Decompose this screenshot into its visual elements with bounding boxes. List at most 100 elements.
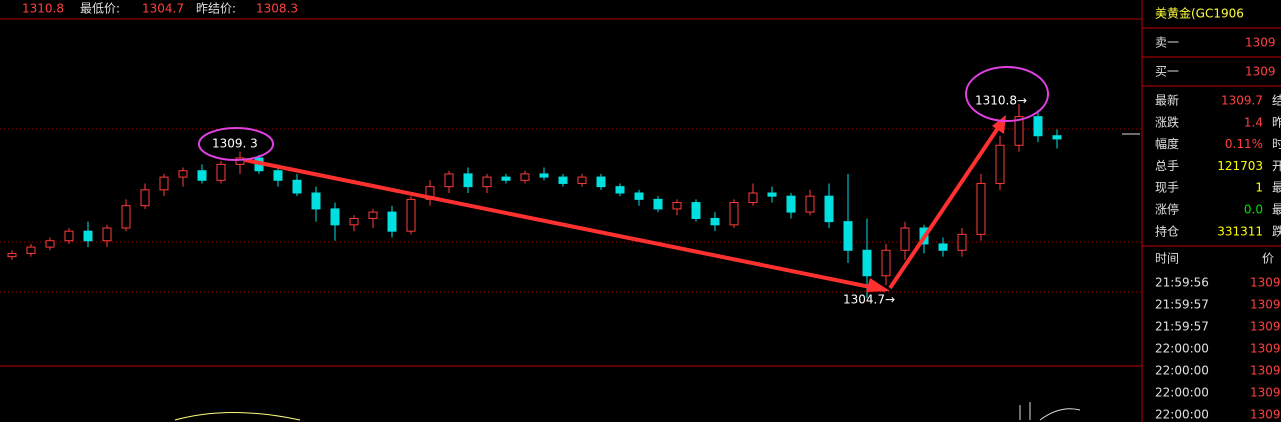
candle-body	[83, 230, 93, 242]
stat-side: 昨	[1272, 115, 1281, 129]
candle-body	[881, 249, 891, 277]
candle-body	[558, 176, 568, 184]
candle-body	[349, 217, 359, 226]
low-value: 1304.7	[142, 2, 184, 16]
candle-body	[577, 176, 587, 184]
candle-body	[45, 240, 55, 248]
tick-price: 1309	[1250, 276, 1281, 290]
candle-body	[501, 176, 511, 181]
candle-body	[862, 249, 872, 277]
candle-body	[311, 192, 321, 210]
highlight-ellipse	[198, 127, 274, 161]
stat-side: 时	[1272, 137, 1281, 151]
stat-label: 最新	[1155, 93, 1179, 108]
annotation: 1309. 3	[212, 137, 258, 151]
tick-time: 22:00:00	[1155, 364, 1209, 378]
candle-body	[957, 233, 967, 251]
tick-price: 1309	[1250, 364, 1281, 378]
candle-body	[7, 252, 17, 258]
candle-body	[767, 192, 777, 197]
candle-body	[26, 246, 36, 254]
tick-time: 21:59:57	[1155, 298, 1209, 312]
bid-label: 买一	[1155, 65, 1179, 79]
candle-body	[824, 195, 834, 223]
candle-body	[159, 176, 169, 191]
stat-label: 持仓	[1155, 223, 1179, 238]
stat-value: 1	[1255, 181, 1263, 195]
tick-price: 1309	[1250, 386, 1281, 400]
candle-body	[672, 202, 682, 210]
candles	[7, 103, 1062, 298]
stat-label: 涨停	[1155, 202, 1179, 217]
settle-label: 昨结价:	[196, 2, 236, 16]
candle-body	[805, 195, 815, 213]
stat-value: 0.0	[1244, 203, 1263, 217]
candle-body	[729, 202, 739, 226]
candle-body	[368, 211, 378, 219]
ticks-header: 时间	[1155, 252, 1179, 266]
candle-body	[140, 189, 150, 207]
tick-price: 1309	[1250, 320, 1281, 334]
candle-body	[653, 198, 663, 210]
quote-panel: 美黄金(GC1906 卖一 1309 买一 1309 最新 1309.7 结涨跌 1.4 昨幅度 0…	[1142, 6, 1281, 422]
candle-body	[786, 195, 796, 213]
panel-title: 美黄金(GC1906	[1155, 6, 1244, 21]
trend-arrow	[244, 158, 886, 292]
candle-body	[938, 243, 948, 251]
candle-body	[444, 173, 454, 188]
stat-label: 涨跌	[1155, 114, 1179, 129]
candle-body	[995, 144, 1005, 184]
candle-body	[1014, 116, 1024, 146]
candle-body	[596, 176, 606, 188]
stat-label: 幅度	[1155, 136, 1179, 151]
candle-body	[178, 170, 188, 178]
stat-value: 1309.7	[1221, 94, 1263, 108]
candle-body	[1052, 135, 1062, 140]
candle-body	[216, 163, 226, 181]
stat-value: 0.11%	[1225, 137, 1263, 151]
candle-body	[900, 227, 910, 251]
arrow-head	[866, 278, 890, 292]
stat-side: 跌	[1272, 223, 1281, 238]
candle-body	[710, 217, 720, 226]
stat-value: 331311	[1217, 224, 1263, 238]
annotation: 1304.7→	[843, 293, 895, 307]
ticks-header: 价	[1262, 252, 1274, 266]
tick-time: 22:00:00	[1155, 408, 1209, 422]
candle-body	[197, 170, 207, 181]
bid-value: 1309	[1245, 36, 1276, 50]
stat-label: 现手	[1155, 181, 1179, 195]
candle-body	[1033, 116, 1043, 137]
stat-side: 开	[1272, 159, 1281, 173]
stat-side: 最	[1272, 181, 1281, 195]
trend-arrow	[888, 123, 1002, 290]
tick-time: 22:00:00	[1155, 342, 1209, 356]
candle-body	[273, 170, 283, 181]
volume-curve	[1019, 402, 1081, 421]
tick-price: 1309	[1250, 298, 1281, 312]
candle-body	[691, 202, 701, 219]
candle-body	[482, 176, 492, 188]
stat-side: 最	[1272, 203, 1281, 217]
candle-body	[463, 173, 473, 188]
candle-body	[235, 157, 245, 165]
candle-body	[292, 179, 302, 194]
stat-value: 1.4	[1244, 115, 1263, 129]
candle-body	[330, 208, 340, 226]
candle-body	[615, 186, 625, 194]
candle-body	[843, 221, 853, 251]
stat-value: 121703	[1217, 159, 1263, 173]
candle-body	[406, 198, 416, 232]
candle-body	[102, 227, 112, 242]
arrow-head	[992, 115, 1006, 134]
bid-value: 1309	[1245, 65, 1276, 79]
candle-body	[520, 173, 530, 181]
tick-time: 21:59:56	[1155, 276, 1209, 290]
stat-side: 结	[1272, 94, 1281, 108]
tick-price: 1309	[1250, 408, 1281, 422]
candle-body	[748, 192, 758, 204]
low-label: 最低价:	[80, 2, 120, 16]
tick-time: 21:59:57	[1155, 320, 1209, 334]
candle-body	[539, 173, 549, 178]
